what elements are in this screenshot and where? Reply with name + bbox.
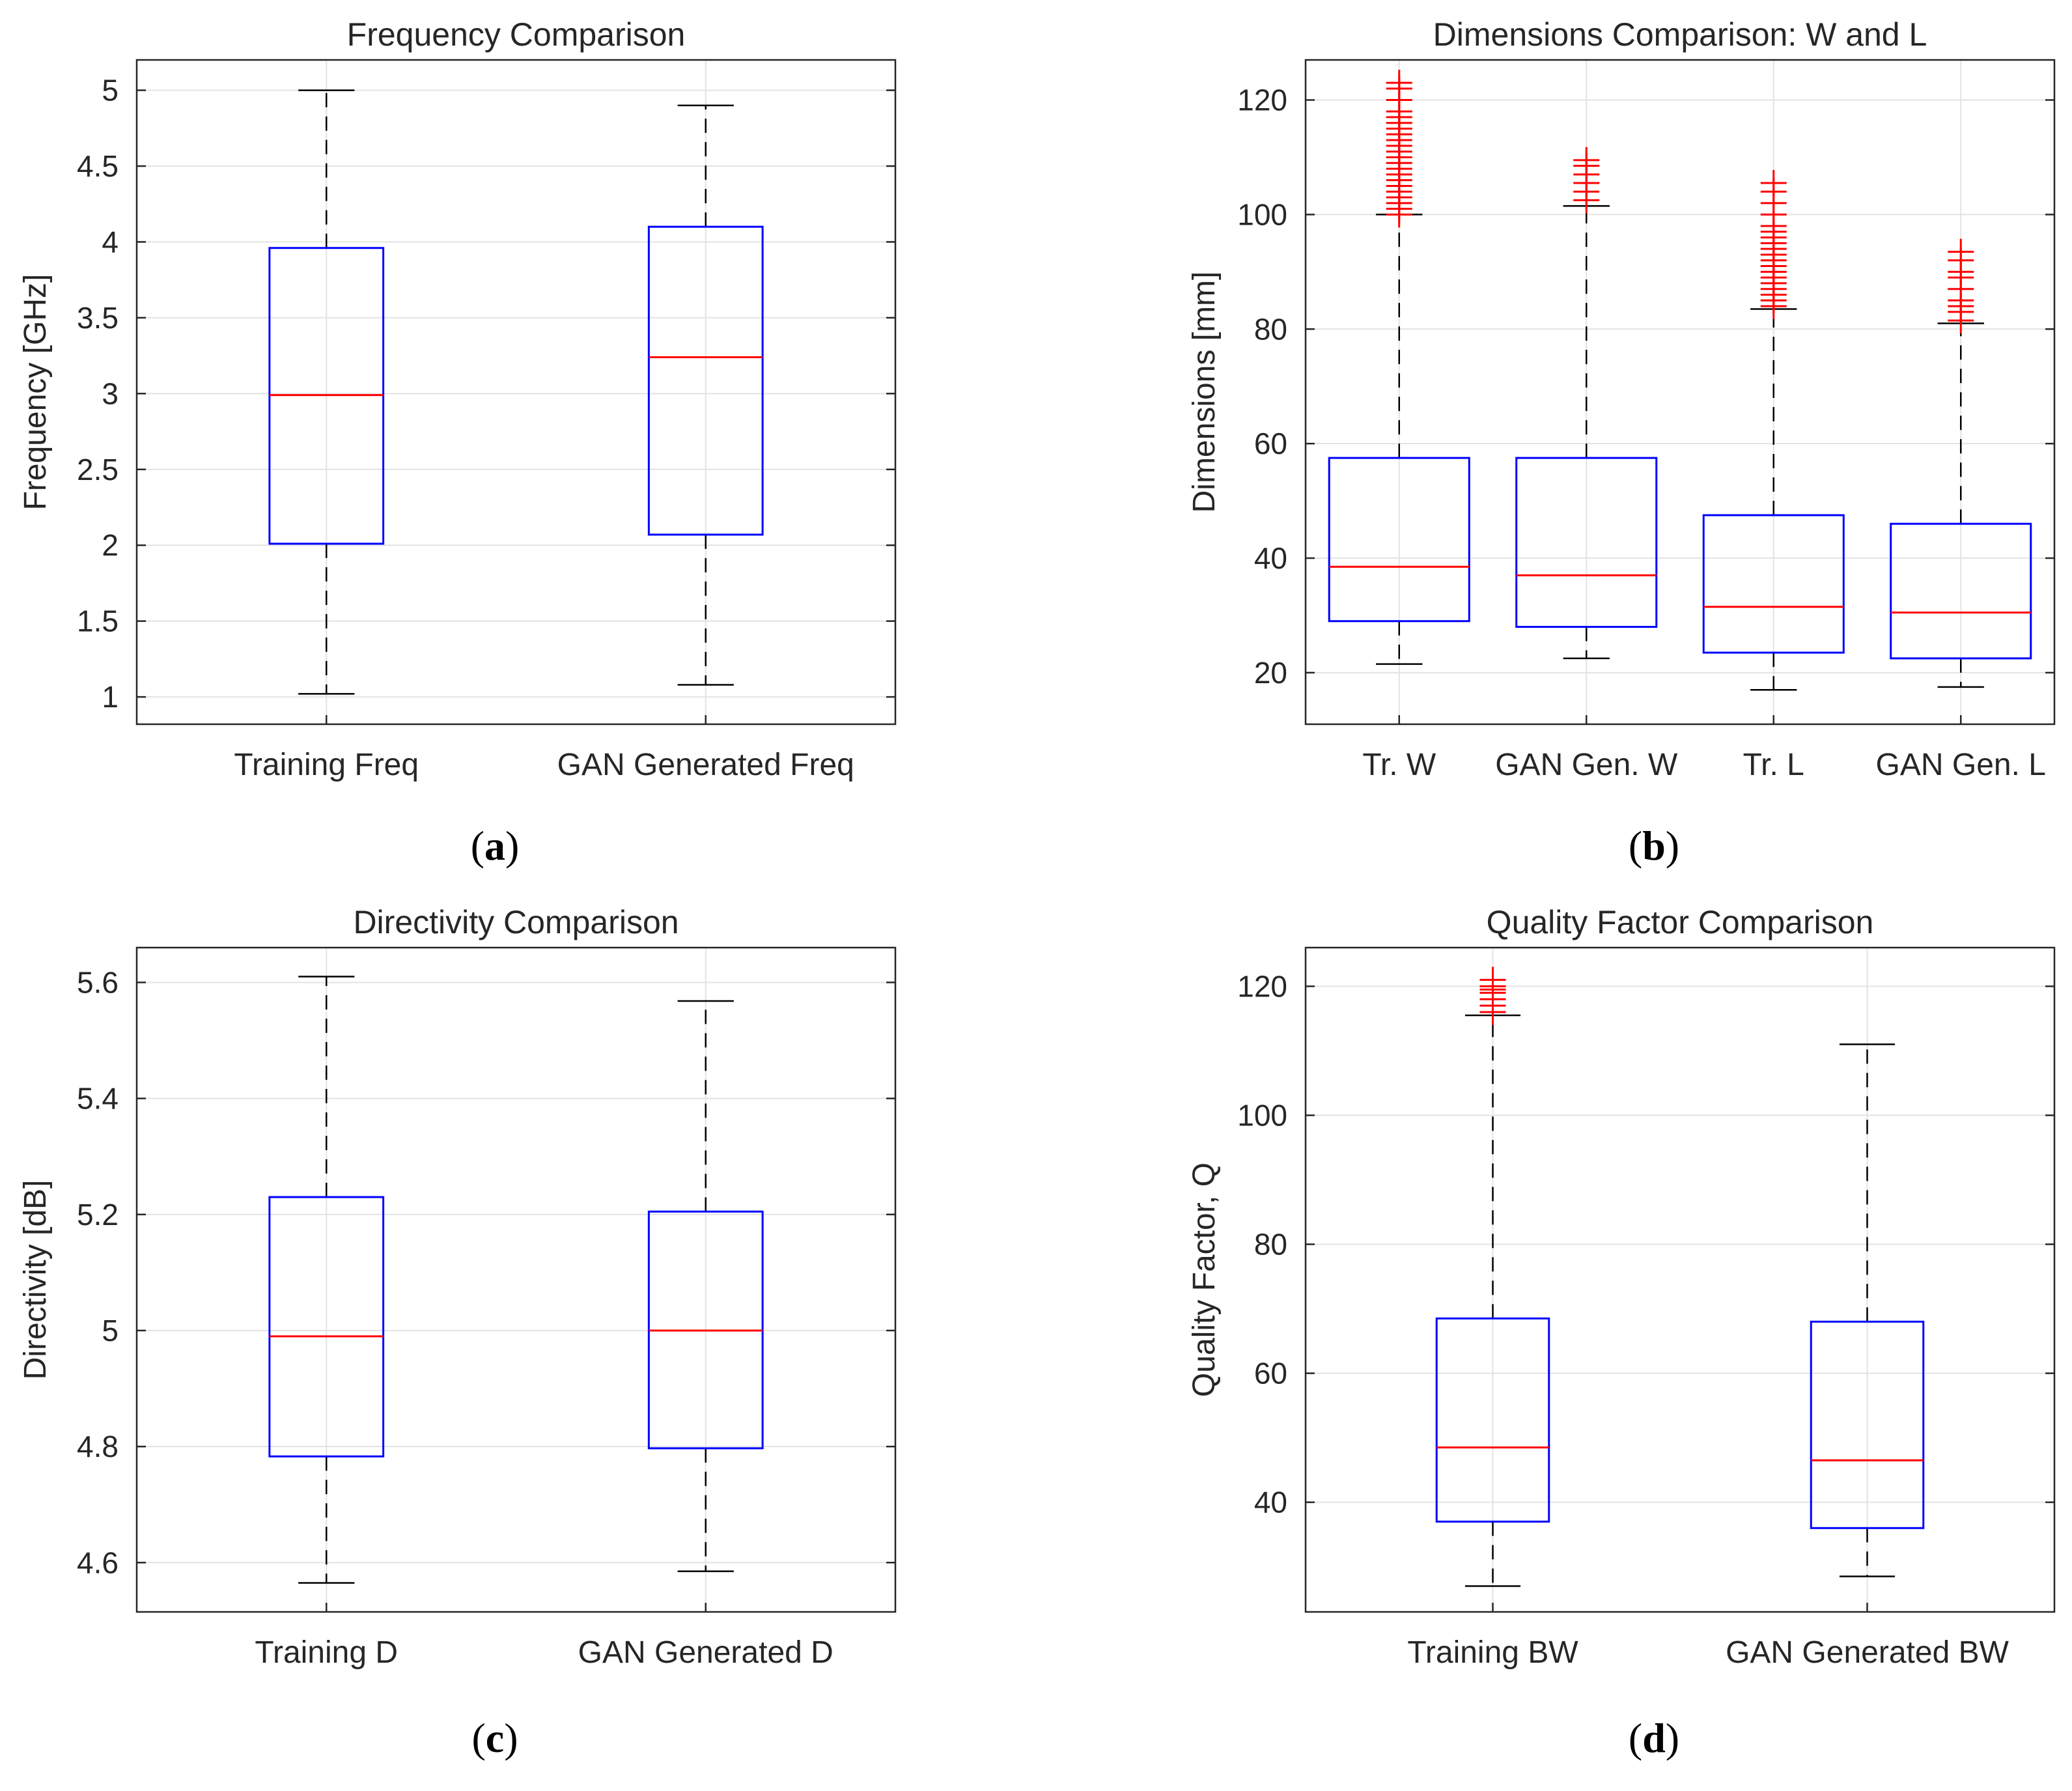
- box-1: [647, 1000, 764, 1572]
- iqr-box: [1890, 522, 2032, 660]
- x-category-label: GAN Gen. W: [1495, 748, 1678, 782]
- y-tick-label: 120: [1237, 83, 1287, 117]
- axes-frame: [135, 59, 897, 726]
- axes-frame: [1304, 946, 2056, 1613]
- panel-caption-letter: d: [1642, 1715, 1666, 1761]
- y-tick-label: 4.8: [77, 1430, 119, 1463]
- box-1: [1810, 1043, 1925, 1577]
- chart-panel-c: 4.6 4.8 5 5.2 5.4 5.6 Training D GAN Generated …: [18, 904, 897, 1761]
- iqr-box: [1328, 457, 1470, 623]
- y-tick-label: 5: [102, 74, 119, 107]
- outlier-marker: [1573, 147, 1600, 173]
- iqr-box: [1515, 457, 1658, 628]
- y-tick-label: 2.5: [77, 453, 119, 487]
- y-tick-label: 60: [1254, 1357, 1287, 1390]
- y-tick-label: 40: [1254, 1486, 1287, 1519]
- y-tick-label: 5.2: [77, 1198, 119, 1232]
- box-2: [1702, 170, 1845, 691]
- box-0: [1435, 966, 1550, 1587]
- axes-frame: [135, 946, 897, 1613]
- panel-caption: (b): [1629, 823, 1679, 869]
- y-axis-label: Quality Factor, Q: [1187, 1163, 1222, 1397]
- y-tick-label: 4: [102, 225, 119, 259]
- y-tick-label: 5.4: [77, 1082, 119, 1116]
- y-tick-label: 40: [1254, 541, 1287, 575]
- x-category-label: Tr. W: [1362, 748, 1436, 782]
- axes-frame: [1304, 59, 2056, 726]
- outlier-marker: [1479, 966, 1506, 993]
- y-tick-label: 1: [102, 680, 119, 714]
- box-1: [647, 104, 764, 686]
- panel-caption-letter: a: [484, 823, 505, 869]
- box-0: [268, 976, 385, 1584]
- chart-title: Frequency Comparison: [347, 16, 686, 53]
- iqr-box: [1435, 1317, 1550, 1523]
- iqr-box: [647, 225, 764, 536]
- box-0: [268, 89, 385, 695]
- y-tick-label: 80: [1254, 312, 1287, 346]
- box-3: [1890, 238, 2032, 688]
- x-category-label: GAN Gen. L: [1876, 748, 2046, 782]
- y-axis-label: Directivity [dB]: [18, 1180, 53, 1380]
- y-tick-label: 120: [1237, 969, 1287, 1003]
- panel-caption-letter: c: [486, 1715, 504, 1761]
- x-category-label: Tr. L: [1743, 748, 1804, 782]
- x-category-label: GAN Generated D: [578, 1635, 833, 1670]
- y-tick-label: 3.5: [77, 301, 119, 335]
- x-category-label: GAN Generated Freq: [557, 748, 854, 782]
- chart-panel-a: 1 1.5 2 2.5 3 3.5 4 4.5 5 Training Freq GAN Genera…: [18, 16, 897, 869]
- y-tick-label: 20: [1254, 656, 1287, 690]
- panel-caption: (a): [471, 823, 520, 869]
- iqr-box: [1702, 514, 1845, 654]
- y-tick-label: 60: [1254, 427, 1287, 460]
- x-category-label: GAN Generated BW: [1726, 1635, 2009, 1670]
- outlier-marker: [1948, 238, 1974, 265]
- x-category-label: Training Freq: [234, 748, 419, 782]
- outlier-marker: [1760, 170, 1787, 197]
- box-1: [1515, 147, 1658, 660]
- chart-title: Quality Factor Comparison: [1487, 904, 1874, 940]
- y-tick-label: 3: [102, 376, 119, 410]
- y-axis-label: Dimensions [mm]: [1187, 272, 1222, 513]
- y-tick-label: 5: [102, 1314, 119, 1347]
- panel-caption: (d): [1629, 1715, 1679, 1761]
- box-0: [1328, 70, 1470, 665]
- y-tick-label: 100: [1237, 1098, 1287, 1132]
- y-axis-label: Frequency [GHz]: [18, 274, 53, 511]
- outlier-marker: [1386, 70, 1412, 96]
- x-category-label: Training D: [255, 1635, 398, 1670]
- y-tick-label: 80: [1254, 1228, 1287, 1262]
- y-tick-label: 2: [102, 528, 119, 562]
- iqr-box: [1810, 1320, 1925, 1529]
- panel-caption: (c): [471, 1715, 518, 1761]
- chart-panel-d: 40 60 80 100 120 Training BW GAN Generated BW Q…: [1187, 904, 2056, 1761]
- y-tick-label: 1.5: [77, 604, 119, 638]
- panel-caption-letter: b: [1642, 823, 1666, 869]
- x-category-label: Training BW: [1407, 1635, 1578, 1670]
- y-tick-label: 4.5: [77, 149, 119, 183]
- y-tick-label: 100: [1237, 197, 1287, 231]
- y-tick-label: 4.6: [77, 1545, 119, 1579]
- chart-title: Dimensions Comparison: W and L: [1433, 16, 1927, 53]
- chart-title: Directivity Comparison: [353, 904, 679, 940]
- iqr-box: [268, 1196, 385, 1458]
- y-tick-label: 5.6: [77, 965, 119, 999]
- chart-panel-b: 20 40 60 80 100 120 Tr. W GAN Gen. W Tr. L GAN Ge…: [1187, 16, 2056, 869]
